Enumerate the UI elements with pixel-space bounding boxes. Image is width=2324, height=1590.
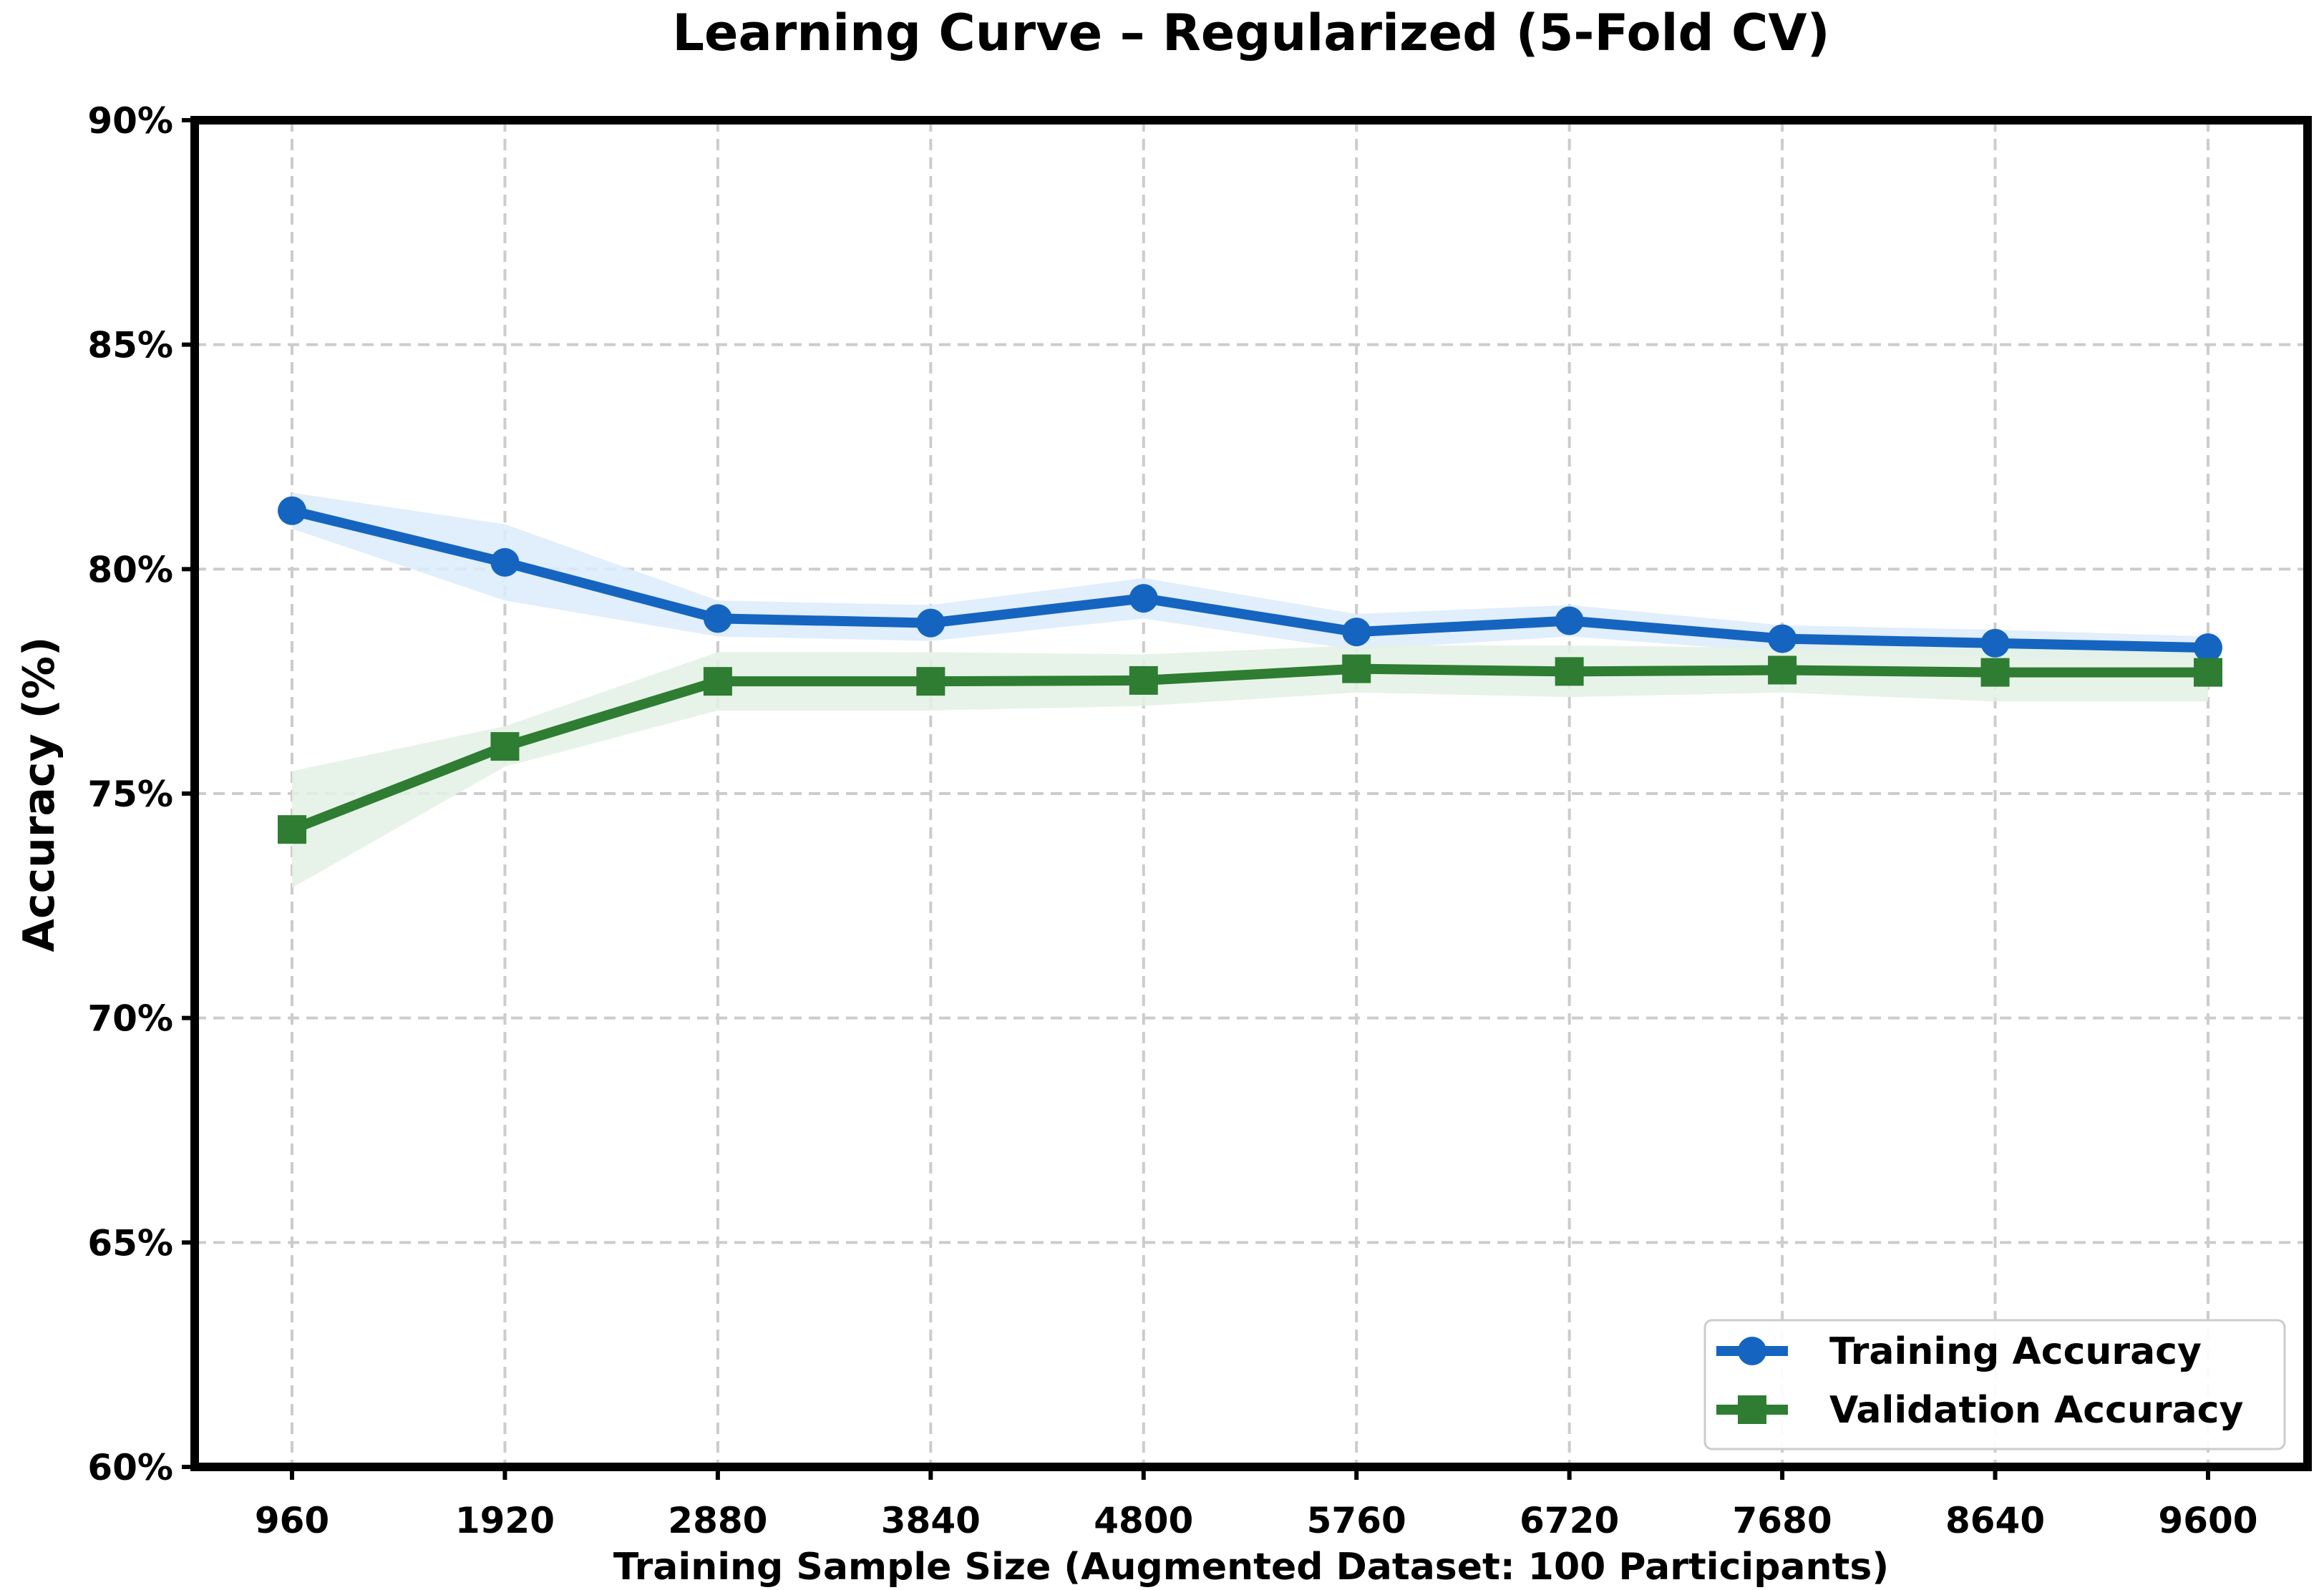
validation-accuracy-band xyxy=(292,643,2208,888)
series-lines xyxy=(287,505,2213,835)
x-axis-label: Training Sample Size (Augmented Dataset:… xyxy=(613,1546,1889,1589)
training-accuracy-point-4800 xyxy=(1129,584,1158,613)
validation-accuracy-point-1920 xyxy=(490,732,520,761)
legend-label-validation: Validation Accuracy xyxy=(1829,1389,2243,1432)
y-tick-label-60: 60% xyxy=(87,1447,173,1488)
y-tick-label-80: 80% xyxy=(87,549,173,590)
legend-label-training: Training Accuracy xyxy=(1829,1330,2202,1373)
training-accuracy-point-5760 xyxy=(1342,618,1371,647)
legend-marker-validation xyxy=(1738,1395,1766,1424)
training-accuracy-point-7680 xyxy=(1768,624,1797,653)
validation-accuracy-point-8640 xyxy=(1980,658,2010,687)
training-accuracy-point-1920 xyxy=(490,547,520,577)
x-tick-label-960: 960 xyxy=(255,1500,329,1541)
grid xyxy=(195,120,2308,1467)
x-tick-label-3840: 3840 xyxy=(881,1500,981,1541)
training-accuracy-band xyxy=(292,492,2208,659)
x-tick-label-6720: 6720 xyxy=(1520,1500,1619,1541)
legend-marker-training xyxy=(1738,1337,1766,1365)
legend-box xyxy=(1703,1319,2286,1450)
training-accuracy-point-9600 xyxy=(2194,633,2222,663)
series-markers xyxy=(278,496,2222,844)
validation-accuracy-point-2880 xyxy=(703,667,732,696)
y-tick-label-90: 90% xyxy=(87,100,173,142)
training-accuracy-point-2880 xyxy=(703,604,732,633)
x-tick-label-1920: 1920 xyxy=(455,1500,555,1541)
y-tick-label-65: 65% xyxy=(87,1222,173,1264)
x-tick-label-8640: 8640 xyxy=(1945,1500,2045,1541)
y-axis-ticks: 60% 65% 70% 75% 80% 85% 90% xyxy=(87,100,195,1488)
chart-title: Learning Curve – Regularized (5-Fold CV) xyxy=(672,4,1829,62)
x-tick-label-2880: 2880 xyxy=(668,1500,767,1541)
y-tick-label-75: 75% xyxy=(87,774,173,815)
training-accuracy-line xyxy=(287,505,2213,653)
x-tick-label-7680: 7680 xyxy=(1733,1500,1832,1541)
validation-accuracy-point-7680 xyxy=(1768,655,1797,685)
confidence-bands xyxy=(292,492,2208,888)
legend: Training Accuracy Validation Accuracy xyxy=(1703,1319,2286,1450)
x-axis-ticks: 960 1920 2880 3840 4800 5760 6720 7680 8640 9600 xyxy=(255,1467,2258,1541)
validation-accuracy-point-960 xyxy=(278,815,306,844)
y-tick-label-85: 85% xyxy=(87,325,173,366)
training-accuracy-point-8640 xyxy=(1980,628,2010,658)
validation-accuracy-point-3840 xyxy=(916,667,945,696)
y-tick-label-70: 70% xyxy=(87,998,173,1040)
training-accuracy-point-960 xyxy=(278,496,306,525)
validation-accuracy-point-6720 xyxy=(1555,657,1584,686)
x-tick-label-4800: 4800 xyxy=(1094,1500,1193,1541)
y-axis-label: Accuracy (%) xyxy=(14,637,64,952)
x-tick-label-5760: 5760 xyxy=(1307,1500,1406,1541)
validation-accuracy-point-9600 xyxy=(2194,658,2222,687)
training-accuracy-point-3840 xyxy=(916,608,945,638)
validation-accuracy-point-5760 xyxy=(1342,654,1371,683)
validation-accuracy-point-4800 xyxy=(1129,665,1158,695)
x-tick-label-9600: 9600 xyxy=(2158,1500,2257,1541)
validation-accuracy-line xyxy=(287,663,2213,835)
training-accuracy-point-6720 xyxy=(1555,606,1584,635)
